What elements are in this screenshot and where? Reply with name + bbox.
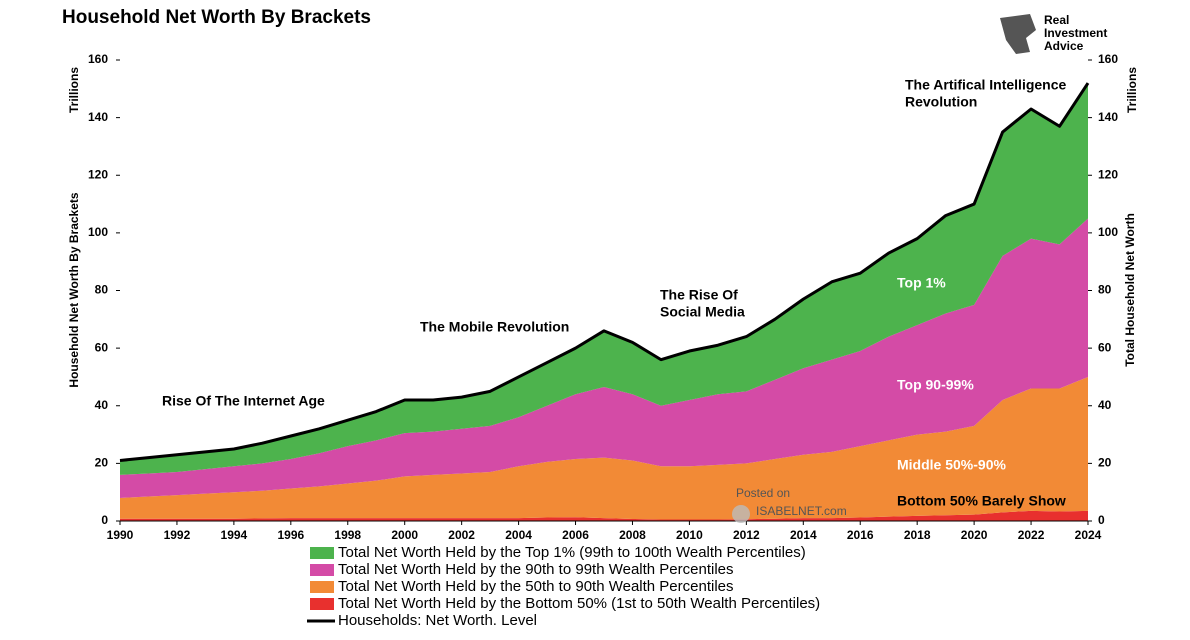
- y-tick-label: 20: [95, 456, 109, 470]
- y2-tick-label: 120: [1098, 167, 1118, 181]
- annotation: Revolution: [905, 94, 977, 110]
- x-tick-label: 2006: [562, 528, 589, 542]
- x-tick-label: 2020: [961, 528, 988, 542]
- logo: Real Investment Advice: [1000, 13, 1107, 54]
- line: [119, 82, 1090, 462]
- x-tick-label: 2000: [391, 528, 418, 542]
- area: [120, 376, 1088, 520]
- y2-tick-label: 140: [1098, 110, 1118, 124]
- x-tick-label: 2002: [448, 528, 475, 542]
- x-tick-label: 2016: [847, 528, 874, 542]
- watermark: ISABELNET.com: [756, 504, 847, 518]
- legend-label: Total Net Worth Held by the Bottom 50% (…: [338, 595, 820, 612]
- x-tick-label: 1990: [107, 528, 134, 542]
- y-tick-label: 140: [88, 110, 108, 124]
- y-tick-label: 40: [95, 398, 109, 412]
- areas: [120, 83, 1088, 521]
- y2-tick-label: 60: [1098, 340, 1112, 354]
- y2-tick-label: 40: [1098, 398, 1112, 412]
- legend-swatch: [310, 598, 334, 610]
- y2-tick-label: 160: [1098, 52, 1118, 66]
- x-tick-label: 1994: [221, 528, 248, 542]
- x-tick-label: 2018: [904, 528, 931, 542]
- x-tick-label: 2010: [676, 528, 703, 542]
- logo-text: Real: [1044, 13, 1069, 27]
- area: [120, 83, 1088, 475]
- legend-label: Total Net Worth Held by the 90th to 99th…: [338, 561, 734, 578]
- y2-tick-label: 80: [1098, 283, 1112, 297]
- area: [120, 510, 1088, 521]
- y-tick-label: 60: [95, 340, 109, 354]
- logo-icon: [1000, 14, 1036, 54]
- watermark: Posted on: [736, 486, 790, 500]
- x-tick-label: 1996: [277, 528, 304, 542]
- annotation: Social Media: [660, 304, 745, 320]
- y2-tick-label: 100: [1098, 225, 1118, 239]
- y-tick-label: 120: [88, 167, 108, 181]
- y2-tick-label: 0: [1098, 513, 1105, 527]
- legend-label: Households: Net Worth. Level: [338, 612, 537, 629]
- annotation: Rise Of The Internet Age: [162, 393, 325, 409]
- legend-swatch: [310, 564, 334, 576]
- x-tick-label: 2012: [733, 528, 760, 542]
- segment-label: Top 90-99%: [897, 377, 974, 393]
- x-tick-label: 2022: [1018, 528, 1045, 542]
- legend-swatch: [310, 547, 334, 559]
- legend-label: Total Net Worth Held by the 50th to 90th…: [338, 578, 734, 595]
- y-tick-label: 100: [88, 225, 108, 239]
- y-axis-unit: Trillions: [67, 67, 81, 113]
- x-tick-label: 2024: [1075, 528, 1102, 542]
- x-tick-label: 2008: [619, 528, 646, 542]
- y-tick-label: 80: [95, 283, 109, 297]
- y-axis-label: Household Net Worth By Brackets: [67, 192, 81, 387]
- y2-axis-unit: Trillions: [1125, 67, 1139, 113]
- annotation: The Mobile Revolution: [420, 319, 569, 335]
- y-tick-label: 0: [101, 513, 108, 527]
- annotation: The Artifical Intelligence: [905, 77, 1067, 93]
- x-tick-label: 2014: [790, 528, 817, 542]
- watermark-icon: [732, 505, 750, 523]
- chart-title: Household Net Worth By Brackets: [62, 7, 371, 28]
- area: [120, 218, 1088, 498]
- x-tick-label: 2004: [505, 528, 532, 542]
- segment-label: Bottom 50% Barely Show: [897, 493, 1066, 509]
- y-tick-label: 160: [88, 52, 108, 66]
- x-tick-label: 1998: [334, 528, 361, 542]
- legend-label: Total Net Worth Held by the Top 1% (99th…: [338, 544, 806, 561]
- logo-text: Investment: [1044, 26, 1107, 40]
- segment-label: Middle 50%-90%: [897, 457, 1006, 473]
- y2-axis-label: Total Household Net Worth: [1123, 213, 1137, 367]
- annotation: The Rise Of: [660, 287, 738, 303]
- segment-label: Top 1%: [897, 275, 946, 291]
- y2-tick-label: 20: [1098, 456, 1112, 470]
- x-tick-label: 1992: [164, 528, 191, 542]
- logo-text: Advice: [1044, 39, 1084, 53]
- legend-swatch: [310, 581, 334, 593]
